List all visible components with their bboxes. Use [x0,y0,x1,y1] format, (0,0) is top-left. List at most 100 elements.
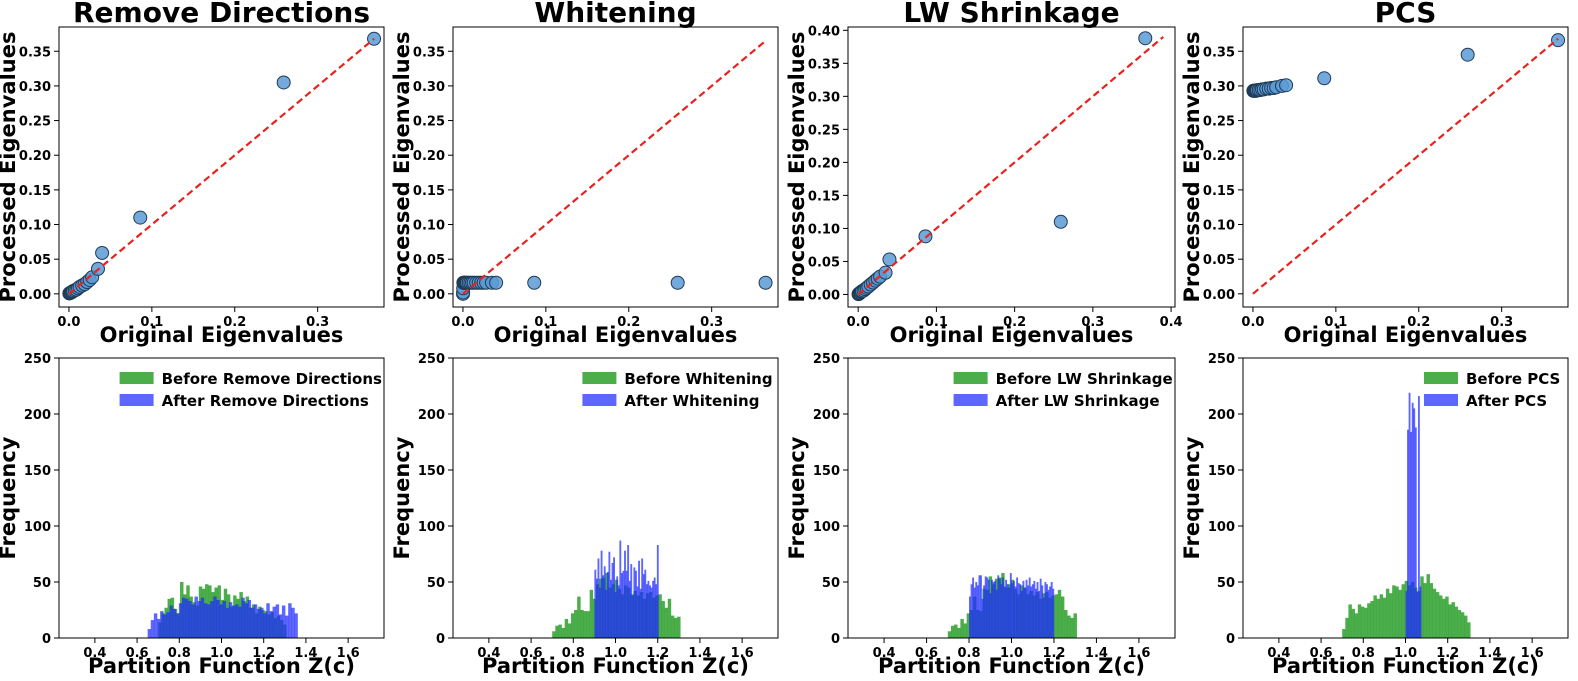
histogram-1-after-bar [178,603,183,638]
histogram-1-after-bar [172,608,177,638]
scatter-2-diagonal-line [462,40,767,295]
histogram-1-after-bar [210,601,214,638]
histogram-4-before-bar [1454,606,1459,638]
histogram-1-ytick-label: 250 [24,352,51,367]
histogram-3-before-bar [954,624,958,638]
histogram-2-xtick-label: 1.2 [646,646,669,661]
histogram-2-after-bar [595,578,598,638]
scatter-1-ytick-label: 0.05 [19,253,51,268]
histogram-2-after-bar [620,573,623,638]
histogram-4-ytick-label: 50 [1217,576,1235,591]
histogram-4-frame [1242,357,1569,639]
histogram-2-xtick-label: 1.6 [731,646,754,661]
histogram-1-after-bar [203,603,208,638]
scatter-3-ytick-label: 0.30 [808,90,840,105]
histogram-3-after-bar [1017,583,1020,638]
scatter-1-frame [58,26,385,308]
scatter-4-xtick-label: 0.1 [1324,315,1347,330]
scatter-3-title: LW Shrinkage [903,0,1119,29]
histogram-3-after-bar [1003,586,1006,638]
histogram-3-before-bar [1060,596,1065,638]
scatter-1-point [133,210,148,225]
scatter-1-ytick-label: 0.30 [19,80,51,95]
histogram-3-before-bar [957,627,961,638]
histogram-4-before-bar [1464,615,1468,638]
histogram-4-before-bar [1351,608,1355,638]
histogram-2-legend-swatch-before [582,372,617,384]
scatter-3-xtick-label: 0.3 [1081,315,1104,330]
histogram-4-plot-area [1342,392,1471,638]
scatter-1-ylabel: Processed Eigenvalues [0,32,20,303]
histogram-2-after-bar [611,562,614,638]
histogram-2-after-bar [622,570,625,638]
histogram-4-before-bar [1354,613,1359,638]
histogram-3-after-bar [987,579,990,638]
scatter-3-point [1053,214,1068,229]
histogram-3-after-bar [976,585,979,638]
histogram-3-after-bar [1042,597,1045,638]
histogram-2-ylabel: Frequency [390,436,414,559]
scatter-4-point [1279,78,1294,93]
histogram-4-after-bar [1419,586,1422,638]
histogram-2-after-bar [636,586,639,638]
scatter-4-xtick-label: 0.3 [1490,315,1513,330]
histogram-1-ytick-label: 150 [24,464,51,479]
histogram-2-before-bar [589,589,594,638]
histogram-3-after-bar [989,593,992,638]
histogram-3-after-bar [991,579,993,638]
histogram-4-xtick-label: 1.6 [1521,646,1544,661]
histogram-3-after-bar [1020,590,1023,638]
histogram-3-after-bar [1035,588,1037,638]
histogram-2-before-bar [555,625,559,638]
scatter-2-point [527,275,542,290]
histogram-1-plot-area [147,582,298,638]
histogram-2-plot-area [552,540,681,638]
histogram-1-after-bar [253,604,258,638]
scatter-2-ylabel: Processed Eigenvalues [390,32,414,303]
histogram-2-xtick-label: 1.0 [604,646,627,661]
histogram-1-after-bar [260,607,264,638]
histogram-4-before-bar [1345,617,1349,638]
histogram-2-after-bar [610,579,612,638]
histogram-3-xtick-label: 1.0 [1000,646,1023,661]
histogram-4-after-bar [1410,431,1413,638]
scatter-4-ytick-label: 0.05 [1203,253,1235,268]
scatter-3-ytick-label: 0.35 [808,57,840,72]
scatter-1-ytick-label: 0.00 [19,288,51,303]
histogram-1-after-bar [160,611,164,638]
histogram-3-after-bar [1036,582,1039,638]
histogram-1-after-bar [235,604,239,638]
histogram-2-after-bar [644,569,647,638]
histogram-2-before-bar [574,610,578,638]
histogram-3-legend-swatch-after [953,394,988,406]
scatter-4-frame [1242,26,1569,308]
histogram-2-before-bar [564,618,569,638]
scatter-4-ylabel: Processed Eigenvalues [1180,32,1204,303]
histogram-1-after-bar [288,603,292,638]
histogram-3-axes: 0.4 0.6 0.8 1.0 1.2 1.4 1.6 0 50 100 150 200 250 Befo… [785,352,1176,678]
histogram-1-legend-swatch-before [119,372,154,384]
histogram-2-ytick-label: 200 [418,408,445,423]
histogram-2-after-bar [631,595,634,638]
scatter-3-ylabel: Processed Eigenvalues [785,32,809,303]
histogram-3-after-bar [1002,577,1004,638]
histogram-2-before-bar [577,596,581,638]
histogram-2-before-bar [580,610,584,638]
histogram-1-after-bar [272,606,276,638]
histogram-4-before-bar [1401,584,1405,638]
histogram-2-after-bar [630,564,633,638]
histogram-3-xtick-label: 1.6 [1127,646,1150,661]
scatter-2-axes: 0.0 0.1 0.2 0.3 0.00 0.05 0.10 0.15 0.20 0.25 0.30… [390,0,779,347]
scatter-2-ytick-label: 0.00 [413,288,445,303]
histogram-3-after-bar [981,598,984,638]
histogram-2-after-bar [602,575,605,638]
scatter-1-axes: 0.0 0.1 0.2 0.3 0.00 0.05 0.10 0.15 0.20 0.25 0.30… [0,0,385,347]
scatter-2-ytick-label: 0.15 [413,184,445,199]
histogram-1-after-bar [281,605,286,638]
histogram-3-after-bar [986,577,989,638]
histogram-2-before-bar [561,627,565,638]
histogram-1-after-bar [241,597,245,638]
scatter-4-xtick-label: 0.0 [1241,315,1264,330]
scatter-3-ytick-label: 0.25 [808,123,840,138]
histogram-3-ytick-label: 250 [813,352,840,367]
